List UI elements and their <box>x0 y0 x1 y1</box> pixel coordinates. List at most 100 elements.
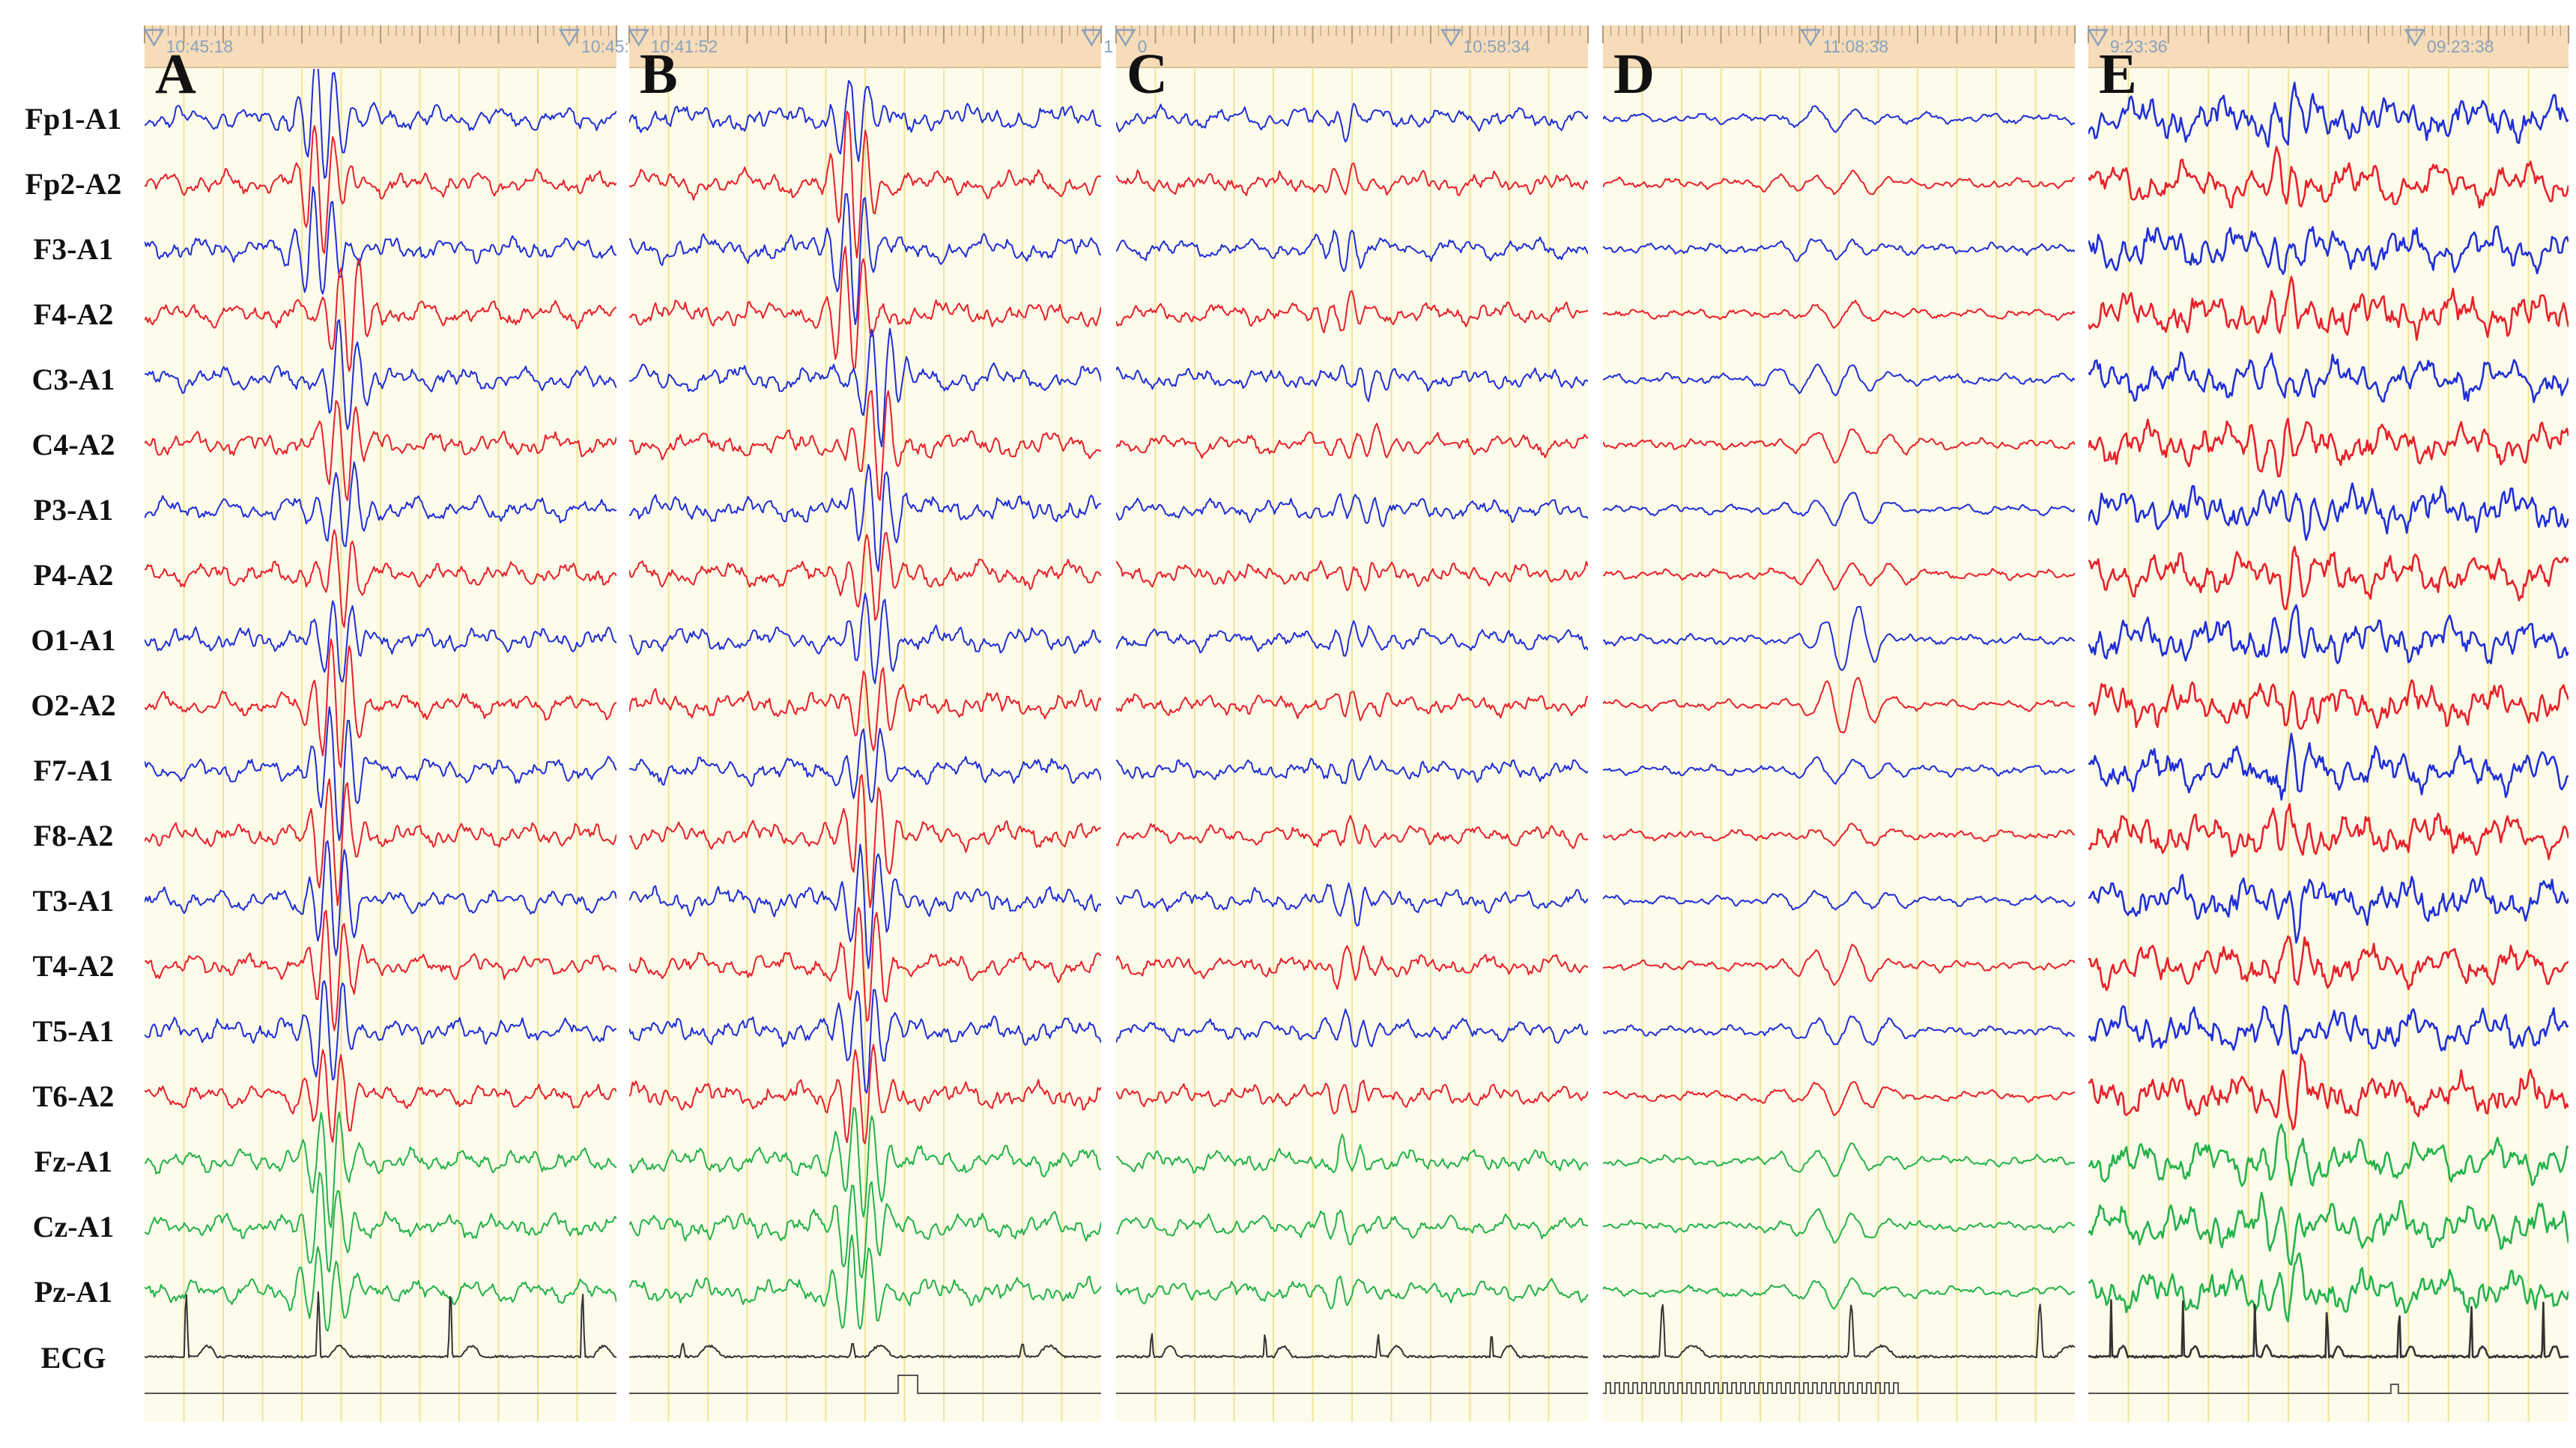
trace-f7-a1 <box>1603 756 2075 785</box>
time-ruler <box>144 25 617 68</box>
trace-cz-a1 <box>2088 1191 2569 1266</box>
time-ruler <box>2088 25 2569 68</box>
trace-c4-a2 <box>145 400 616 501</box>
time-marker-icon <box>1440 28 1462 47</box>
channel-labels: Fp1-A1 Fp2-A2 F3-A1 F4-A2 C3-A1 C4-A2 P3… <box>25 102 122 1375</box>
trace-p4-a2 <box>629 532 1101 621</box>
trace-t5-a1 <box>1603 1015 2075 1046</box>
trace-c4-a2 <box>1116 422 1588 459</box>
trace-ecg <box>1603 1303 2075 1359</box>
trace-fp1-a1 <box>629 79 1101 163</box>
channel-label-p4-a2: P4-A2 <box>34 558 114 592</box>
trace-o1-a1 <box>145 600 616 683</box>
trace-fz-a1 <box>2088 1123 2569 1187</box>
trace-fp1-a1 <box>145 69 616 179</box>
time-label: 10:58:34 <box>1463 37 1530 56</box>
channel-label-fp1-a1: Fp1-A1 <box>25 102 122 136</box>
trace-f3-a1 <box>1603 238 2075 262</box>
stimulus-trace <box>629 1375 1101 1394</box>
panel-letter: D <box>1613 43 1655 106</box>
trace-o1-a1 <box>629 593 1101 685</box>
panel-letter: A <box>155 43 196 106</box>
trace-t6-a2 <box>1116 1079 1588 1115</box>
channel-label-p3-a1: P3-A1 <box>34 493 114 527</box>
trace-p3-a1 <box>1116 493 1588 527</box>
time-marker-icon <box>1115 28 1136 47</box>
trace-fp1-a1 <box>1603 105 2075 133</box>
channel-label-f4-a2: F4-A2 <box>34 297 114 331</box>
trace-fz-a1 <box>1116 1133 1588 1174</box>
trace-t5-a1 <box>2088 1004 2569 1055</box>
time-label: 11:08:38 <box>1822 37 1888 56</box>
trace-t3-a1 <box>145 840 616 957</box>
traces <box>1116 103 1588 1359</box>
trace-p3-a1 <box>145 461 616 548</box>
trace-p3-a1 <box>2088 482 2569 542</box>
channel-label-ecg: ECG <box>41 1341 106 1375</box>
trace-p4-a2 <box>145 529 616 628</box>
channel-label-pz-a1: Pz-A1 <box>34 1275 112 1309</box>
trace-t4-a2 <box>629 906 1101 1022</box>
trace-o2-a2 <box>1603 676 2075 733</box>
panel-a: 10:45:18 10:45: A <box>143 25 629 1422</box>
stimulus-trace <box>2088 1384 2569 1394</box>
trace-c4-a2 <box>2088 417 2569 478</box>
time-label: 09:23:38 <box>2427 37 2494 56</box>
trace-o2-a2 <box>145 638 616 768</box>
trace-f3-a1 <box>145 186 616 295</box>
trace-f3-a1 <box>2088 225 2569 276</box>
time-marker-icon <box>2087 28 2109 47</box>
trace-cz-a1 <box>145 1172 616 1273</box>
grid-lines <box>2127 67 2530 1422</box>
time-marker-icon <box>143 28 165 47</box>
trace-t6-a2 <box>2088 1053 2569 1130</box>
trace-fp1-a1 <box>2088 82 2569 148</box>
trace-fz-a1 <box>1603 1142 2075 1178</box>
channel-label-o1-a1: O1-A1 <box>31 623 115 657</box>
time-label: 10:41:52 <box>651 37 718 56</box>
channel-label-t4-a2: T4-A2 <box>33 949 115 983</box>
trace-f4-a2 <box>1116 290 1588 333</box>
trace-f8-a2 <box>145 778 616 906</box>
trace-c3-a1 <box>629 327 1101 448</box>
trace-o1-a1 <box>1116 620 1588 657</box>
channel-label-o2-a2: O2-A2 <box>31 688 115 722</box>
trace-t4-a2 <box>145 909 616 1032</box>
channel-label-fz-a1: Fz-A1 <box>34 1145 112 1178</box>
trace-f7-a1 <box>145 706 616 841</box>
trace-c4-a2 <box>629 390 1101 501</box>
trace-t4-a2 <box>2088 935 2569 992</box>
trace-p4-a2 <box>1116 560 1588 592</box>
channel-label-f8-a2: F8-A2 <box>34 819 114 852</box>
panel-d: 11:08:38 D <box>1602 25 2076 1422</box>
trace-cz-a1 <box>629 1181 1101 1279</box>
stimulus-trace <box>1603 1382 2075 1394</box>
trace-ecg <box>629 1342 1101 1359</box>
channel-label-c4-a2: C4-A2 <box>31 428 115 461</box>
time-ruler <box>1115 25 1589 68</box>
time-label: 9:23:36 <box>2110 37 2168 56</box>
channel-label-t5-a1: T5-A1 <box>33 1014 115 1048</box>
trace-pz-a1 <box>2088 1252 2569 1323</box>
channel-label-f3-a1: F3-A1 <box>34 232 114 266</box>
trace-pz-a1 <box>1116 1275 1588 1309</box>
trace-fz-a1 <box>629 1106 1101 1218</box>
trace-cz-a1 <box>1603 1208 2075 1244</box>
traces <box>1603 105 2075 1359</box>
trace-c3-a1 <box>1603 363 2075 397</box>
trace-f3-a1 <box>1116 229 1588 273</box>
time-marker-icon <box>1799 28 1822 47</box>
channel-label-fp2-a2: Fp2-A2 <box>25 167 122 201</box>
trace-t3-a1 <box>2088 873 2569 944</box>
time-marker-icon <box>2404 28 2426 47</box>
trace-pz-a1 <box>145 1246 616 1332</box>
trace-f4-a2 <box>1603 300 2075 329</box>
trace-ecg <box>1116 1333 1588 1359</box>
trace-f4-a2 <box>2088 276 2569 341</box>
trace-t6-a2 <box>629 1043 1101 1145</box>
trace-o1-a1 <box>2088 604 2569 664</box>
trace-f7-a1 <box>629 727 1101 803</box>
trace-f8-a2 <box>1116 814 1588 849</box>
trace-pz-a1 <box>629 1235 1101 1330</box>
